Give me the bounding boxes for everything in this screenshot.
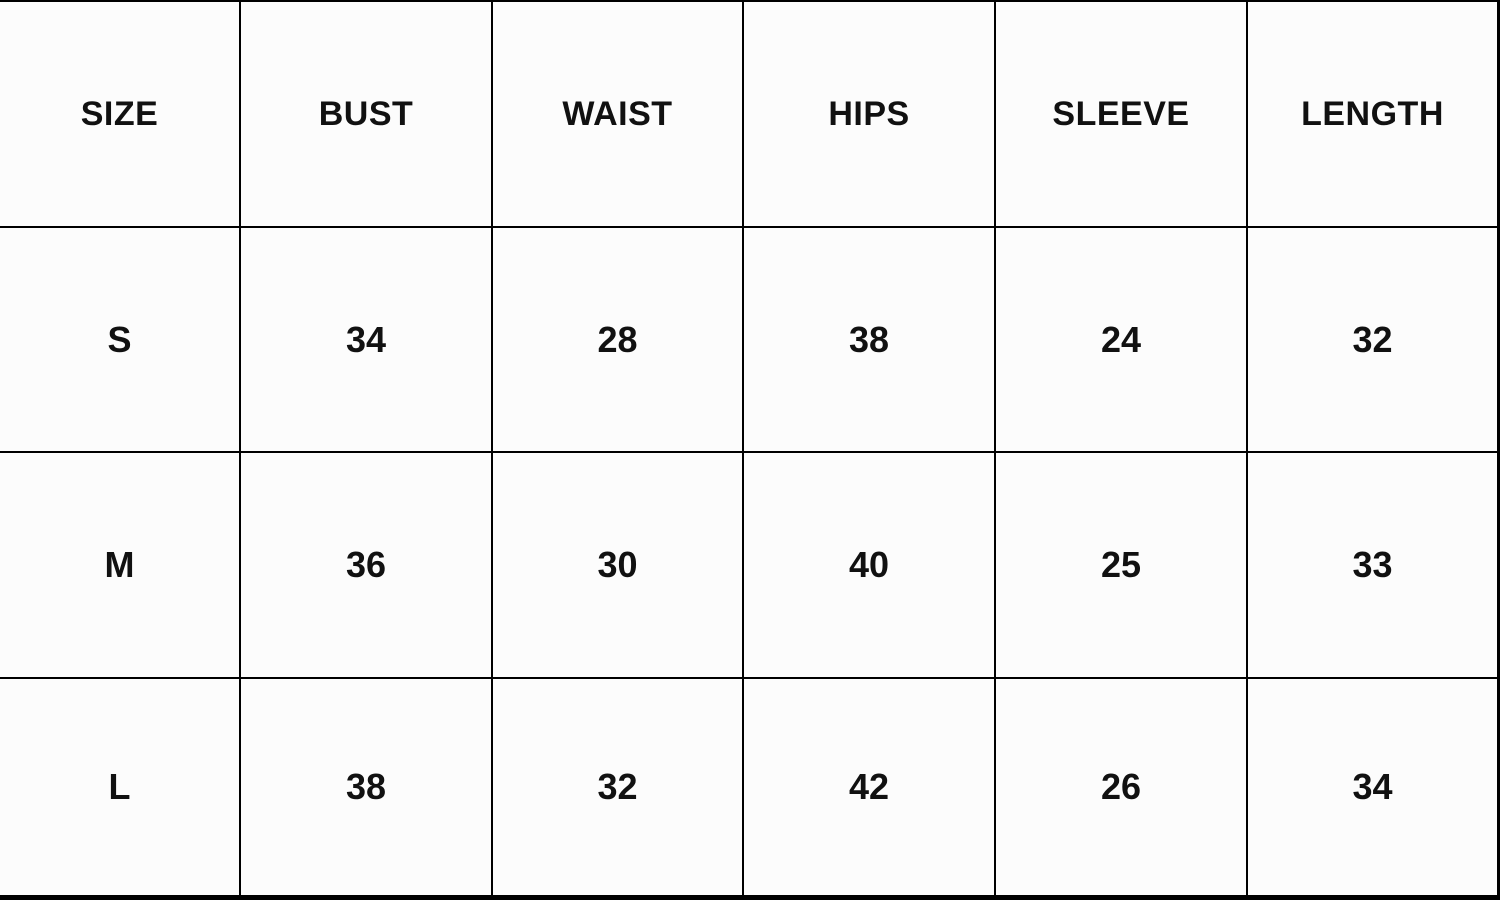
cell-s-sleeve: 24 [996, 228, 1246, 451]
cell-m-length: 33 [1248, 453, 1497, 677]
cell-s-length: 32 [1248, 228, 1497, 451]
cell-l-hips: 42 [744, 679, 994, 895]
header-cell-hips: HIPS [744, 2, 994, 226]
header-cell-sleeve: SLEEVE [996, 2, 1246, 226]
cell-l-sleeve: 26 [996, 679, 1246, 895]
header-cell-length: LENGTH [1248, 2, 1497, 226]
cell-m-waist: 30 [493, 453, 742, 677]
cell-l-bust: 38 [241, 679, 491, 895]
row-label-l: L [0, 679, 239, 895]
cell-l-length: 34 [1248, 679, 1497, 895]
header-cell-bust: BUST [241, 2, 491, 226]
row-label-s: S [0, 228, 239, 451]
cell-s-waist: 28 [493, 228, 742, 451]
cell-s-bust: 34 [241, 228, 491, 451]
cell-m-sleeve: 25 [996, 453, 1246, 677]
row-label-m: M [0, 453, 239, 677]
cell-m-hips: 40 [744, 453, 994, 677]
cell-m-bust: 36 [241, 453, 491, 677]
header-cell-size: SIZE [0, 2, 239, 226]
cell-l-waist: 32 [493, 679, 742, 895]
cell-s-hips: 38 [744, 228, 994, 451]
header-cell-waist: WAIST [493, 2, 742, 226]
